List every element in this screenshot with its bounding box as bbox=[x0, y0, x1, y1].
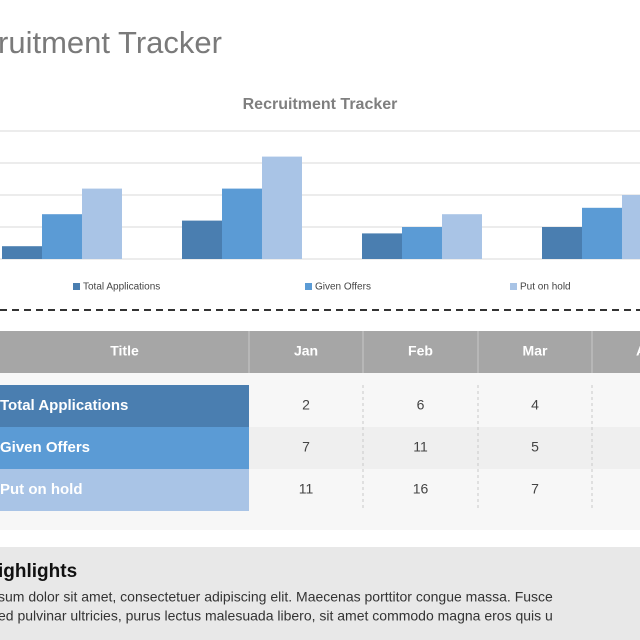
row-label-bg bbox=[0, 427, 249, 469]
highlights-text: ed pulvinar ultricies, purus lectus male… bbox=[0, 608, 553, 624]
legend-label: Put on hold bbox=[520, 282, 571, 293]
row-bg bbox=[249, 427, 640, 469]
bar bbox=[262, 156, 302, 259]
row-label-bg bbox=[0, 385, 249, 427]
cell: 11 bbox=[299, 481, 314, 497]
legend-swatch bbox=[73, 283, 80, 290]
cell: 7 bbox=[531, 481, 539, 497]
cell: 4 bbox=[531, 397, 539, 413]
legend-swatch bbox=[510, 283, 517, 290]
highlights-bg bbox=[0, 547, 640, 640]
header-cell: Title bbox=[110, 343, 139, 359]
legend-swatch bbox=[305, 283, 312, 290]
cell: 11 bbox=[413, 439, 428, 455]
row-label-bg bbox=[0, 469, 249, 511]
bar bbox=[2, 246, 42, 259]
row-bg bbox=[249, 385, 640, 427]
highlights-title: ighlights bbox=[0, 561, 77, 582]
header-cell: Feb bbox=[408, 343, 433, 359]
bar bbox=[42, 214, 82, 259]
row-bg bbox=[249, 469, 640, 511]
chart-title: Recruitment Tracker bbox=[243, 96, 398, 113]
legend-label: Total Applications bbox=[83, 282, 160, 293]
header-cell: A bbox=[636, 343, 640, 359]
bar bbox=[402, 227, 442, 259]
bar bbox=[582, 207, 622, 259]
bar bbox=[442, 214, 482, 259]
bar bbox=[362, 233, 402, 259]
row-label: Given Offers bbox=[0, 439, 90, 456]
chart: Total Applications Given Offers Put on hol… bbox=[0, 130, 640, 293]
highlights-text: sum dolor sit amet, consectetuer adipisc… bbox=[0, 589, 553, 605]
header-cell: Mar bbox=[523, 343, 548, 359]
row-label: Put on hold bbox=[0, 481, 82, 498]
page-title: ruitment Tracker bbox=[0, 25, 222, 60]
cell: 7 bbox=[302, 439, 310, 455]
table-header bbox=[0, 331, 640, 373]
row-label: Total Applications bbox=[0, 397, 128, 414]
legend-label: Given Offers bbox=[315, 282, 371, 293]
cell: 2 bbox=[302, 397, 310, 413]
table: Title Jan Feb Mar A Total Applications 2 6 4 Give… bbox=[0, 331, 640, 511]
header-cell: Jan bbox=[294, 343, 318, 359]
bar bbox=[82, 188, 122, 259]
cell: 16 bbox=[413, 481, 429, 497]
bar bbox=[182, 220, 222, 259]
bar bbox=[542, 227, 582, 259]
cell: 6 bbox=[417, 397, 425, 413]
bar bbox=[222, 188, 262, 259]
bar bbox=[622, 195, 640, 259]
cell: 5 bbox=[531, 439, 539, 455]
